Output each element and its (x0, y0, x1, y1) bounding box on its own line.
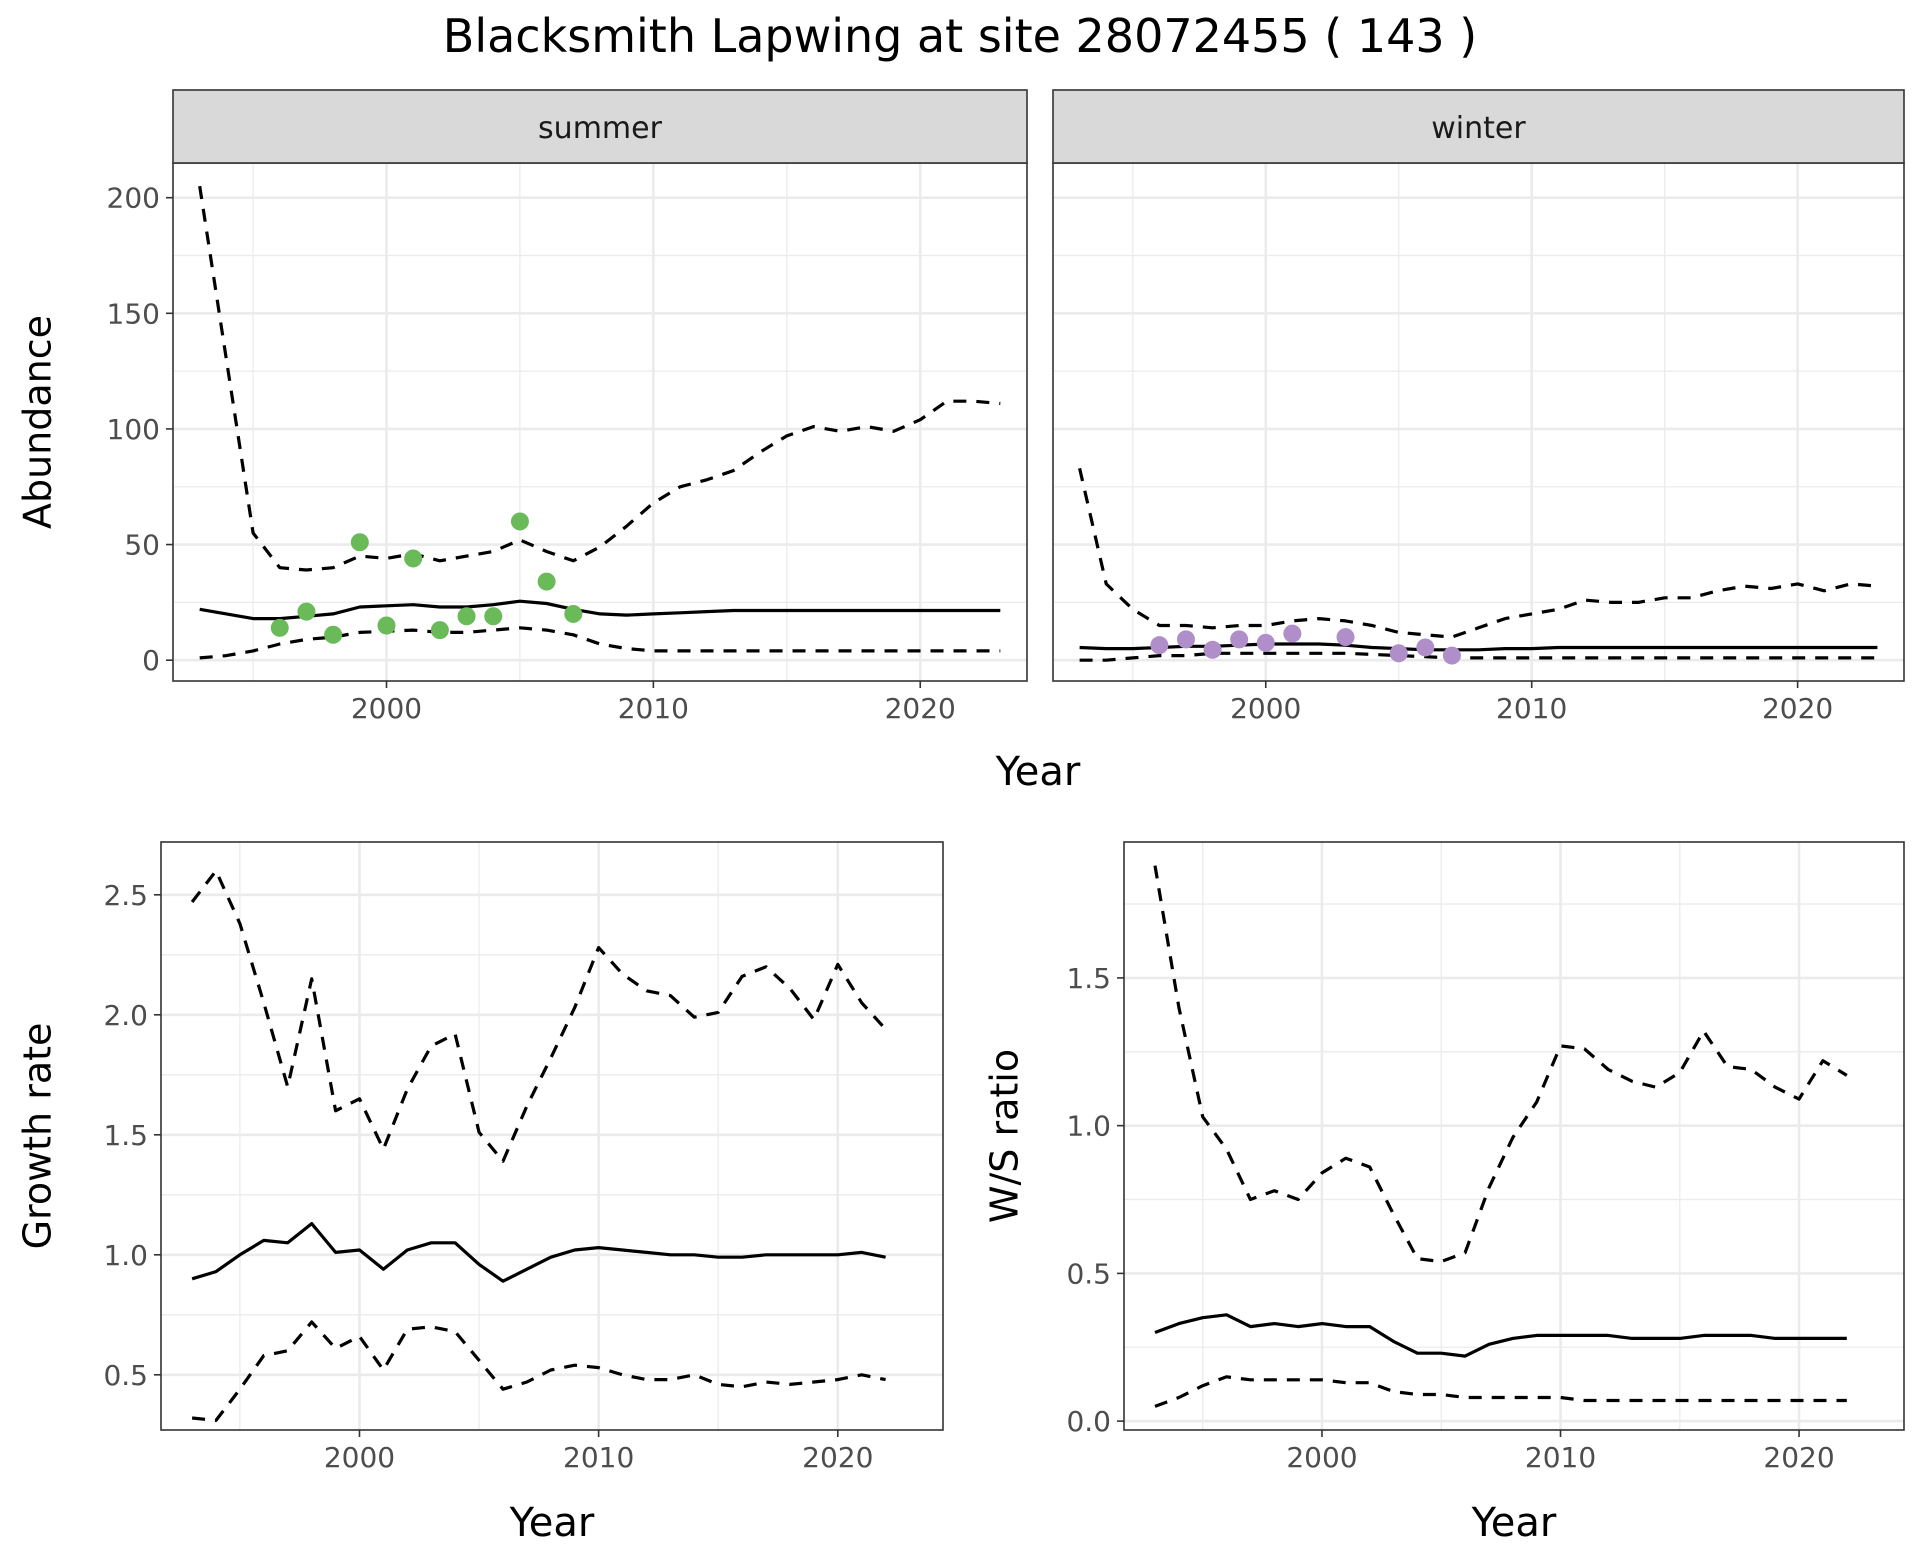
observed-point (430, 621, 449, 640)
x-tick-label: 2020 (1762, 692, 1833, 725)
median-line-0 (1154, 1313, 1847, 1358)
observed-point (377, 616, 396, 635)
grid (1053, 163, 1904, 681)
ci-line-2 (191, 1320, 886, 1422)
median-line-0 (199, 599, 1001, 621)
x-tick-label: 2020 (802, 1441, 873, 1474)
observed-point (324, 625, 343, 644)
facet-strip (1052, 89, 1905, 164)
plot-area (173, 163, 1027, 681)
x-tick-label: 2020 (885, 692, 956, 725)
observed-point (484, 607, 503, 626)
observed-point (1230, 630, 1249, 649)
x-tick-label: 2010 (1496, 692, 1567, 725)
grid (1124, 842, 1904, 1430)
observed-point (1203, 640, 1222, 659)
facet-strip (172, 89, 1028, 164)
observed-point (270, 618, 289, 637)
x-tick-label: 2010 (563, 1441, 634, 1474)
y-tick-label: 0.5 (1066, 1257, 1111, 1290)
y-tick-label: 1.5 (1066, 962, 1111, 995)
y-tick-label: 0.5 (103, 1359, 148, 1392)
y-tick-label: 1.0 (103, 1239, 148, 1272)
y-axis-label: W/S ratio (983, 1049, 1027, 1223)
panel-summer: summer 2000 2010 2020 0 50 100 150 200 Abundance (16, 89, 1028, 725)
ci-line-2 (199, 626, 1001, 660)
y-tick-label: 2.5 (103, 879, 148, 912)
y-tick-label: 0 (142, 644, 160, 677)
ci-line-2 (1154, 1375, 1847, 1408)
observed-point (1336, 628, 1355, 647)
median-line-0 (191, 1222, 886, 1283)
x-axis-label: Year (1471, 1500, 1557, 1546)
facet-strip-label: summer (538, 111, 663, 146)
x-axis-label: Year (509, 1500, 595, 1546)
y-axis-label: Growth rate (16, 1023, 60, 1250)
y-tick-label: 100 (107, 413, 160, 446)
ci-line-1 (198, 185, 1001, 572)
observed-point (510, 512, 529, 531)
observed-point (404, 549, 423, 568)
observed-point (1150, 636, 1169, 655)
x-tick-label: 2000 (1286, 1441, 1357, 1474)
panel-border (1123, 841, 1905, 1431)
y-tick-label: 1.0 (1066, 1110, 1111, 1143)
y-tick-label: 1.5 (103, 1119, 148, 1152)
observed-point (1389, 644, 1408, 663)
y-tick-label: 200 (107, 182, 160, 215)
observed-point (350, 533, 369, 552)
observed-point (1442, 646, 1461, 665)
panel-winter: winter 2000 2010 2020 (1052, 89, 1905, 725)
observed-point (1416, 638, 1435, 657)
grid (173, 163, 1027, 681)
observed-point (457, 607, 476, 626)
observed-point (1176, 630, 1195, 649)
x-tick-label: 2010 (1525, 1441, 1596, 1474)
x-tick-label: 2000 (351, 692, 422, 725)
y-tick-label: 50 (124, 529, 160, 562)
page-title: Blacksmith Lapwing at site 28072455 ( 14… (442, 9, 1478, 63)
facet-strip-label: winter (1431, 111, 1526, 146)
y-axis-label: Abundance (16, 315, 60, 529)
ci-line-1 (1153, 865, 1848, 1264)
y-tick-label: 0.0 (1066, 1405, 1111, 1438)
y-tick-label: 150 (107, 297, 160, 330)
y-tick-label: 2.0 (103, 999, 148, 1032)
ci-line-1 (1078, 467, 1878, 639)
x-tick-label: 2020 (1763, 1441, 1834, 1474)
panel-growth: 2000 2010 2020 0.5 1.0 1.5 2.0 2.5 Growth rate Ye… (16, 841, 944, 1546)
x-axis-label-top: Year (995, 749, 1081, 795)
observed-point (1283, 624, 1302, 643)
plot-area (1053, 163, 1904, 681)
x-tick-label: 2000 (1230, 692, 1301, 725)
panel-border (160, 841, 944, 1431)
observed-point (564, 604, 583, 623)
observed-point (537, 572, 556, 591)
observed-point (297, 602, 316, 621)
panel-ratio: 2000 2010 2020 0.0 0.5 1.0 1.5 W/S ratio Year (983, 841, 1905, 1546)
ci-line-2 (1079, 651, 1878, 662)
grid (161, 842, 943, 1430)
x-tick-label: 2000 (324, 1441, 395, 1474)
x-tick-label: 2010 (618, 692, 689, 725)
observed-point (1256, 633, 1275, 652)
